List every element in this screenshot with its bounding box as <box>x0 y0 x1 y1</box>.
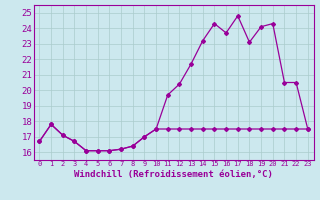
X-axis label: Windchill (Refroidissement éolien,°C): Windchill (Refroidissement éolien,°C) <box>74 170 273 179</box>
